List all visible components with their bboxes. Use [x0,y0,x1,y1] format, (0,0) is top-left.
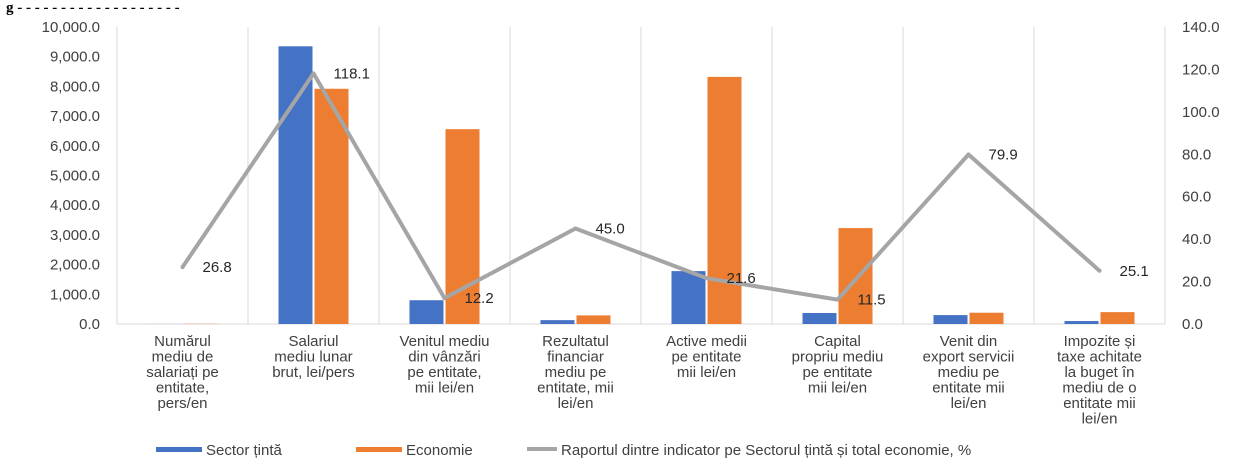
ratio-data-label: 45.0 [596,221,625,238]
ratio-line-point [1097,268,1102,273]
y-right-tick-label: 40.0 [1182,231,1211,248]
data-labels: 26.8 118.1 12.2 45.0 21.6 11.5 79.9 25.1 [203,65,1149,308]
y-left-tick-label: 9,000.0 [50,49,100,66]
ratio-line [180,71,1102,302]
chart-title-area: g - - - - - - - - - - - - - - - - - - - [6,0,180,16]
y-right-tick-label: 80.0 [1182,146,1211,163]
ratio-line-point [180,265,185,270]
bar-economie [314,88,349,324]
ratio-data-label: 25.1 [1120,263,1149,280]
y-left-tick-label: 8,000.0 [50,78,100,95]
ratio-line-path [180,71,1101,302]
ratio-data-label: 118.1 [334,65,370,82]
y-left-tick-label: 2,000.0 [50,257,100,274]
bars [147,46,1135,325]
y-right-tick-label: 0.0 [1182,316,1203,333]
bar-sector-tinta [933,315,968,324]
bar-economie [838,228,873,324]
legend-swatch-sector-tinta [156,447,202,452]
y-right-tick-label: 120.0 [1182,61,1220,78]
x-category-label: Impozite și taxe achitate la buget în mediu… [1057,333,1142,428]
ratio-line-point [704,276,709,281]
y-left-tick-label: 7,000.0 [50,108,100,125]
ratio-line-point [311,71,316,76]
legend-label: Sector țintă [206,442,283,459]
y-axis-right: 0.0 20.0 40.0 60.0 80.0 100.0 120.0 140.0 [1182,19,1220,333]
ratio-line-point [966,152,971,157]
x-category-label: Salariul mediu lunar brut, lei/pers [272,333,355,381]
y-left-tick-label: 1,000.0 [50,286,100,303]
x-category-label: Rezultatul financiar mediu pe entitate, mii… [537,333,614,412]
bar-sector-tinta [278,46,313,325]
bar-economie [445,129,480,324]
ratio-line-point [835,297,840,302]
x-category-label: Capital propriu mediu pe entitate mii lei/e… [792,333,884,397]
ratio-line-point [442,296,447,301]
y-left-tick-label: 6,000.0 [50,138,100,155]
ratio-line-point [573,226,578,231]
y-left-tick-label: 3,000.0 [50,227,100,244]
bar-sector-tinta [409,300,444,324]
x-category-label: Venit din export servicii mediu pe entitate… [923,333,1015,412]
y-right-tick-label: 20.0 [1182,274,1211,291]
x-category-label: Venitul mediu din vânzări pe entitate, mii … [399,333,489,397]
ratio-data-label: 12.2 [465,290,494,307]
legend-label: Raportul dintre indicator pe Sectorul ți… [561,442,971,459]
bar-economie [576,315,611,324]
x-axis-categories: Numărul mediu de salariați pe entitate, pers… [146,333,1142,428]
ratio-data-label: 21.6 [727,270,756,287]
y-right-tick-label: 100.0 [1182,104,1220,121]
y-right-tick-label: 140.0 [1182,19,1220,36]
legend-swatch-economie [356,447,402,452]
legend: Sector țintă Economie Raportul dintre indi… [156,442,971,459]
bar-sector-tinta [671,271,706,324]
bar-economie [969,312,1004,324]
x-category-label: Numărul mediu de salariați pe entitate, pers… [146,333,219,412]
y-left-tick-label: 10,000.0 [42,19,100,36]
y-left-tick-label: 5,000.0 [50,168,100,185]
figure-caption: g - - - - - - - - - - - - - - - - - - - [6,0,180,16]
bar-economie [1100,312,1135,324]
y-axis-left: 0.0 1,000.0 2,000.0 3,000.0 4,000.0 5,000.0 6,… [42,19,100,333]
bar-sector-tinta [540,320,575,324]
y-left-tick-label: 0.0 [79,316,100,333]
bar-sector-tinta [1064,321,1099,324]
ratio-data-label: 11.5 [858,292,886,309]
ratio-data-label: 26.8 [203,259,232,276]
legend-label: Economie [406,442,473,459]
ratio-data-label: 79.9 [989,146,1018,163]
y-left-tick-label: 4,000.0 [50,197,100,214]
bar-sector-tinta [802,313,837,324]
y-right-tick-label: 60.0 [1182,189,1211,206]
x-category-label: Active medii pe entitate mii lei/en [666,333,747,381]
